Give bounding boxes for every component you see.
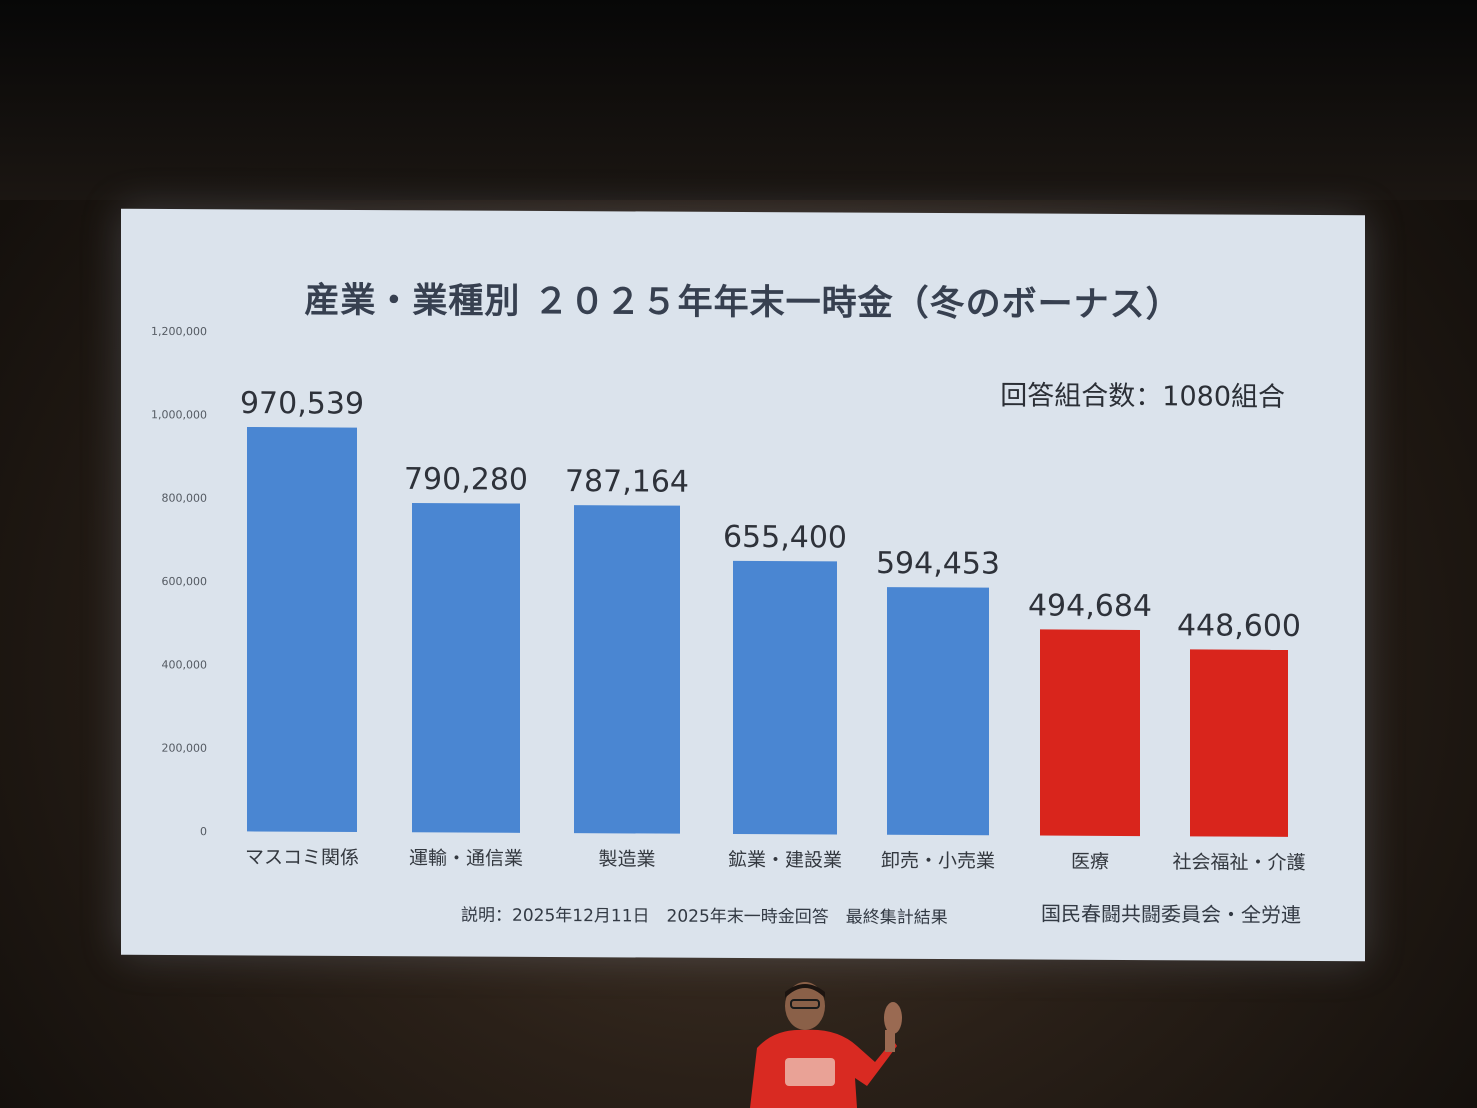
value-label: 970,539 <box>240 386 364 422</box>
value-label: 448,600 <box>1177 608 1301 644</box>
y-tick-label: 200,000 <box>162 742 207 755</box>
bar-6 <box>1040 629 1140 837</box>
category-label: 製造業 <box>598 848 655 870</box>
category-label: 鉱業・建設業 <box>728 849 842 872</box>
bar-chart: 0 200,000 400,000 600,000 800,000 1,000,000 1,… <box>151 325 1306 874</box>
value-label: 594,453 <box>876 546 1000 582</box>
y-tick-label: 400,000 <box>162 658 207 671</box>
theater-ceiling <box>0 0 1477 200</box>
bar-3 <box>574 505 680 834</box>
bar-1 <box>247 427 357 832</box>
bar-4 <box>733 560 837 835</box>
projection-screen: 産業・業種別 ２０２５年年末一時金（冬のボーナス） 回答組合数：1080組合 0… <box>121 208 1365 962</box>
value-label: 494,684 <box>1028 588 1152 624</box>
category-label: 卸売・小売業 <box>881 850 995 873</box>
footer-note: 説明：2025年12月11日 2025年末一時金回答 最終集計結果 <box>461 905 948 929</box>
y-tick-label: 1,000,000 <box>151 408 207 421</box>
category-label: 運輸・通信業 <box>409 847 523 870</box>
bar-7 <box>1190 649 1288 837</box>
bar-2 <box>412 502 520 833</box>
y-tick-label: 600,000 <box>162 575 207 588</box>
value-labels-group: 970,539 790,280 787,164 655,400 594,453 494,6… <box>240 386 1301 644</box>
category-label: マスコミ関係 <box>245 846 359 869</box>
bars-group <box>247 427 1288 837</box>
bar-5 <box>887 587 989 836</box>
category-label: 医療 <box>1071 851 1109 873</box>
category-labels-group: マスコミ関係 運輸・通信業 製造業 鉱業・建設業 卸売・小売業 医療 社会福祉・介護 <box>245 846 1306 874</box>
value-label: 655,400 <box>723 520 847 556</box>
y-tick-label: 1,200,000 <box>151 325 207 338</box>
value-label: 790,280 <box>404 462 528 498</box>
y-axis: 0 200,000 400,000 600,000 800,000 1,000,000 1,… <box>151 325 207 838</box>
category-label: 社会福祉・介護 <box>1172 851 1305 874</box>
speaker-figure <box>750 982 902 1108</box>
y-tick-label: 0 <box>200 825 207 838</box>
value-label: 787,164 <box>565 464 689 500</box>
footer-source: 国民春闘共闘委員会・全労連 <box>1041 901 1301 927</box>
y-tick-label: 800,000 <box>162 492 207 505</box>
